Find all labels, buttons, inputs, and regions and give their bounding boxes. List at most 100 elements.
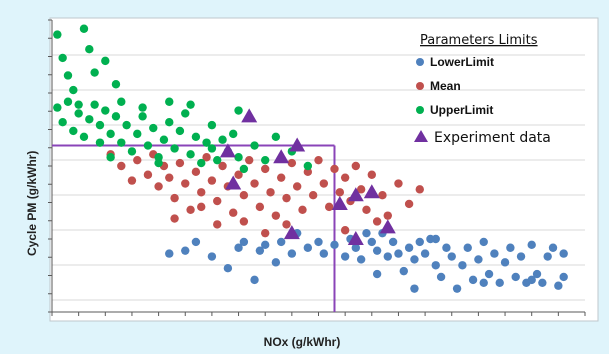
point-mean	[250, 179, 259, 188]
point-lowerlimit	[543, 252, 552, 261]
point-lowerlimit	[410, 284, 419, 293]
point-experiment-data	[379, 219, 396, 234]
point-lowerlimit	[527, 240, 536, 250]
point-mean	[239, 191, 249, 200]
point-mean	[213, 220, 222, 229]
point-lowerlimit	[527, 275, 536, 285]
y-axis-title: Cycle PM (g/kWhr)	[25, 151, 39, 256]
point-mean	[175, 158, 185, 168]
point-upperlimit	[239, 164, 249, 174]
point-mean	[367, 170, 376, 179]
point-lowerlimit	[367, 237, 376, 247]
point-lowerlimit	[559, 272, 568, 282]
point-mean	[229, 208, 238, 217]
point-mean	[303, 167, 313, 177]
point-upperlimit	[127, 147, 137, 156]
point-experiment-data	[363, 184, 380, 199]
point-lowerlimit	[207, 252, 217, 261]
point-upperlimit	[69, 126, 78, 136]
point-lowerlimit	[479, 237, 488, 247]
point-upperlimit	[213, 155, 222, 165]
point-mean	[356, 185, 366, 194]
point-mean	[202, 153, 211, 162]
point-mean	[271, 211, 281, 220]
point-mean	[197, 202, 206, 212]
point-upperlimit	[58, 118, 67, 127]
point-lowerlimit	[234, 243, 243, 252]
point-mean	[287, 158, 297, 168]
grid-lines	[52, 54, 585, 301]
point-mean	[207, 176, 217, 185]
point-lowerlimit	[362, 228, 371, 238]
point-lowerlimit	[239, 237, 249, 247]
point-upperlimit	[85, 45, 94, 54]
point-upperlimit	[154, 158, 163, 168]
point-mean	[255, 202, 265, 212]
point-lowerlimit	[532, 269, 542, 279]
point-mean	[261, 228, 270, 238]
point-mean	[394, 179, 403, 188]
point-lowerlimit	[303, 243, 313, 252]
point-lowerlimit	[436, 272, 446, 282]
point-mean	[197, 188, 206, 197]
point-lowerlimit	[484, 269, 494, 279]
point-mean	[298, 205, 307, 214]
point-lowerlimit	[431, 261, 440, 270]
point-experiment-data	[225, 175, 242, 190]
point-lowerlimit	[516, 252, 526, 261]
point-upperlimit	[53, 103, 62, 112]
point-lowerlimit	[271, 258, 281, 267]
point-upperlimit	[101, 106, 110, 115]
point-experiment-data	[219, 143, 236, 158]
point-mean	[378, 191, 387, 200]
point-upperlimit	[53, 30, 62, 39]
point-upperlimit	[106, 129, 115, 139]
point-lowerlimit	[463, 243, 472, 252]
legend-label-experiment-data: Experiment data	[434, 130, 551, 146]
point-upperlimit	[202, 138, 211, 147]
point-lowerlimit	[250, 275, 259, 285]
legend-marker-lowerlimit	[416, 58, 424, 66]
point-lowerlimit	[559, 249, 568, 258]
point-mean	[404, 199, 414, 209]
point-upperlimit	[63, 97, 73, 106]
point-upperlimit	[122, 120, 131, 130]
point-upperlimit	[218, 135, 227, 144]
point-mean	[191, 167, 201, 177]
point-upperlimit	[175, 126, 185, 136]
point-lowerlimit	[500, 258, 510, 267]
point-lowerlimit	[458, 261, 467, 270]
point-upperlimit	[74, 109, 83, 118]
point-lowerlimit	[404, 243, 414, 252]
point-lowerlimit	[388, 237, 398, 247]
point-mean	[245, 155, 254, 165]
point-lowerlimit	[474, 255, 483, 264]
point-lowerlimit	[372, 246, 382, 255]
point-experiment-data	[289, 137, 306, 152]
point-lowerlimit	[479, 278, 488, 287]
point-mean	[234, 170, 243, 179]
point-upperlimit	[95, 138, 105, 147]
point-lowerlimit	[538, 278, 547, 287]
point-upperlimit	[74, 100, 83, 109]
point-upperlimit	[170, 144, 179, 153]
point-upperlimit	[165, 97, 174, 106]
point-lowerlimit	[452, 284, 462, 293]
point-lowerlimit	[420, 249, 430, 258]
point-upperlimit	[117, 138, 126, 147]
point-mean	[282, 220, 291, 229]
point-upperlimit	[106, 153, 115, 162]
point-upperlimit	[250, 141, 259, 150]
point-upperlimit	[234, 153, 243, 162]
point-mean	[218, 161, 227, 171]
point-mean	[276, 173, 286, 182]
point-experiment-data	[241, 108, 258, 123]
point-mean	[282, 193, 291, 203]
point-upperlimit	[207, 120, 217, 130]
legend-marker-experiment-data	[414, 130, 428, 142]
legend-label-mean: Mean	[430, 79, 461, 93]
point-mean	[319, 179, 329, 188]
point-upperlimit	[138, 112, 147, 121]
point-upperlimit	[117, 97, 126, 106]
